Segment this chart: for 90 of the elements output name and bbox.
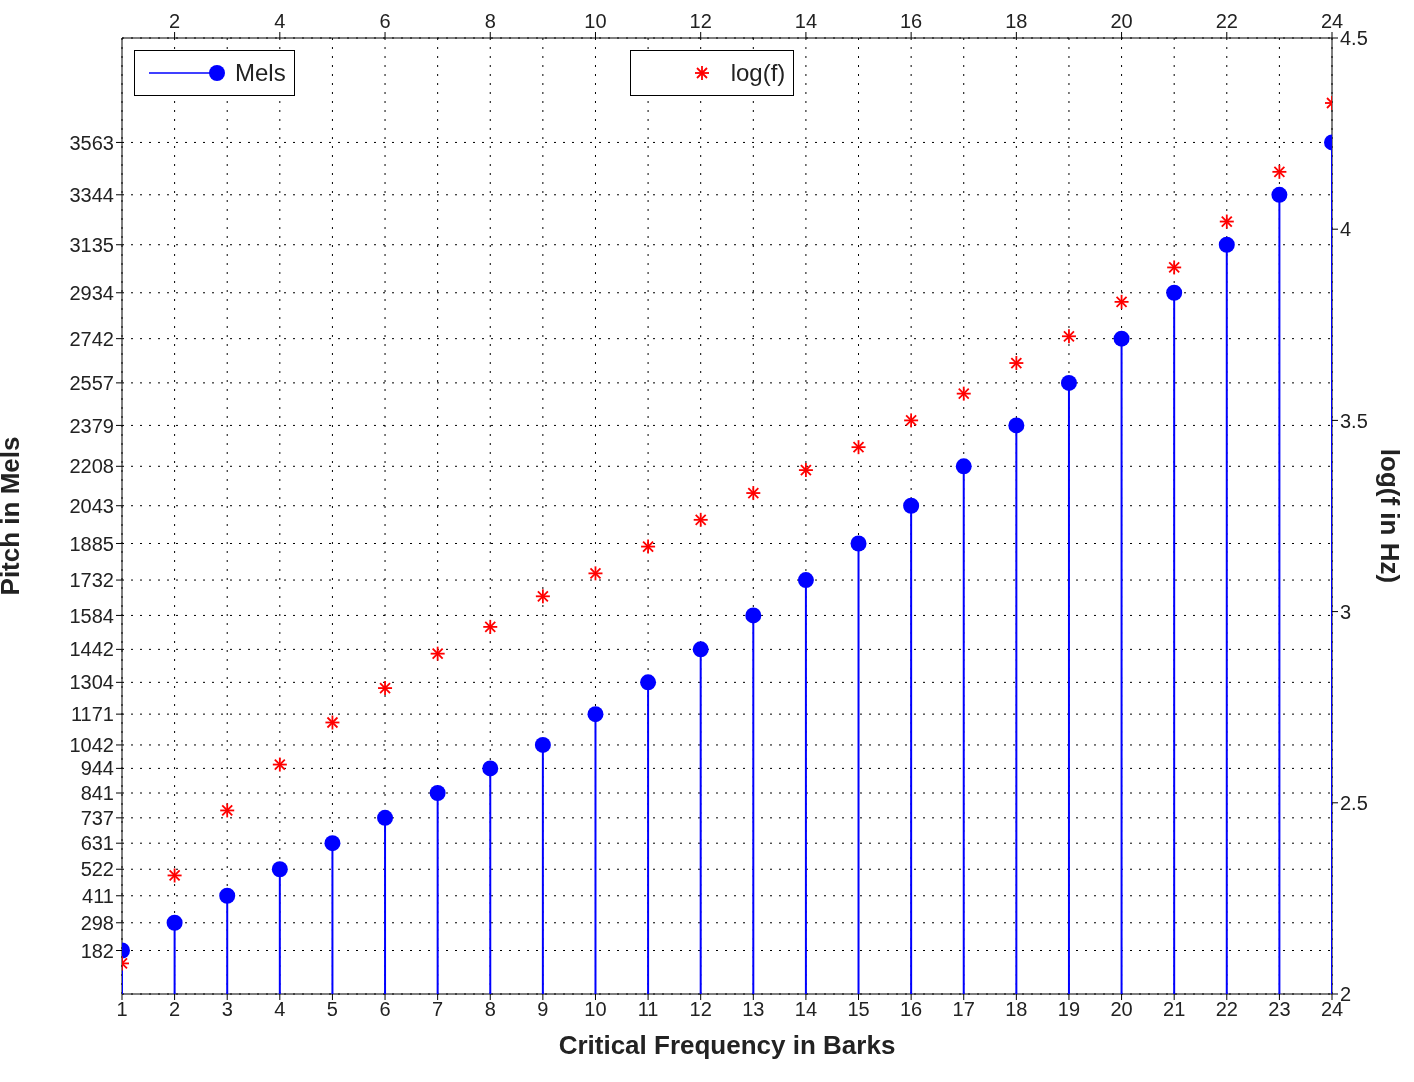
legend-label: Mels	[235, 59, 286, 87]
x2-tick-label: 16	[900, 10, 923, 32]
x-tick-label: 10	[584, 998, 607, 1021]
y-tick-label: 1885	[69, 532, 114, 555]
x-tick-label: 6	[379, 998, 391, 1021]
point	[429, 785, 446, 801]
x-tick-label: 2	[169, 998, 181, 1021]
x-tick-label: 18	[1005, 998, 1028, 1021]
x2-tick-label: 22	[1215, 10, 1238, 32]
point	[1166, 284, 1183, 301]
point	[903, 497, 920, 514]
legend-label: log(f)	[730, 59, 786, 87]
x-tick-label: 14	[794, 998, 818, 1021]
x2-tick-label: 12	[689, 10, 712, 32]
point	[955, 458, 972, 475]
y-tick-label: 1042	[69, 734, 114, 757]
y2-tick-label: 2.5	[1340, 791, 1368, 814]
y-tick-label: 2379	[69, 414, 114, 437]
y-tick-label: 1584	[69, 604, 114, 627]
point	[640, 674, 657, 691]
x-tick-label: 13	[742, 998, 765, 1021]
y-tick-label: 182	[80, 939, 114, 962]
x-tick-label: 21	[1163, 998, 1186, 1021]
point	[534, 736, 551, 753]
point	[745, 607, 762, 624]
x2-tick-label: 4	[274, 10, 286, 32]
point	[850, 535, 867, 552]
y-tick-label: 2208	[69, 455, 114, 478]
x-tick-label: 1	[116, 998, 128, 1021]
point	[271, 861, 288, 878]
x-tick-label: 16	[900, 998, 923, 1021]
y-tick-label: 2742	[69, 327, 114, 350]
x-tick-label: 3	[221, 998, 233, 1021]
y-tick-label: 2557	[69, 371, 114, 394]
point	[797, 572, 814, 589]
x-tick-label: 4	[274, 998, 286, 1021]
x-tick-label: 5	[326, 998, 338, 1021]
y-tick-label: 1442	[69, 638, 114, 661]
point	[482, 760, 499, 777]
x-tick-label: 23	[1268, 998, 1291, 1021]
x2-tick-label: 2	[169, 10, 181, 32]
y-tick-label: 1304	[69, 671, 114, 694]
y-tick-label: 2934	[69, 281, 114, 304]
point	[1271, 186, 1288, 203]
point	[692, 641, 709, 658]
x-tick-label: 20	[1110, 998, 1133, 1021]
x-tick-label: 11	[637, 998, 659, 1021]
point	[1218, 236, 1235, 253]
x-tick-label: 15	[847, 998, 870, 1021]
x2-tick-label: 10	[584, 10, 607, 32]
point	[587, 706, 604, 723]
y-tick-label: 631	[80, 832, 114, 855]
y-tick-label: 411	[82, 884, 114, 907]
point	[324, 835, 341, 852]
x-tick-label: 19	[1057, 998, 1081, 1021]
point	[1008, 417, 1025, 434]
y-tick-label: 2043	[69, 494, 114, 517]
y2-tick-label: 3	[1340, 600, 1352, 623]
y-axis-title: Pitch in Mels	[0, 436, 26, 596]
x2-tick-label: 14	[794, 10, 818, 32]
point	[1113, 330, 1130, 347]
point	[1060, 374, 1077, 391]
x2-tick-label: 6	[379, 10, 391, 32]
x-tick-label: 9	[537, 998, 549, 1021]
x2-tick-label: 18	[1005, 10, 1028, 32]
y-tick-label: 944	[80, 757, 114, 780]
y2-axis-title: log(f in Hz)	[1374, 448, 1405, 584]
point	[377, 809, 394, 826]
y-tick-label: 3344	[69, 183, 114, 206]
y-tick-label: 1732	[69, 569, 114, 592]
y-tick-label: 3563	[69, 131, 114, 154]
y-tick-label: 737	[80, 806, 114, 829]
y-tick-label: 1171	[70, 703, 114, 726]
x-tick-label: 17	[952, 998, 975, 1021]
x-tick-label: 12	[689, 998, 712, 1021]
y2-tick-label: 3.5	[1340, 409, 1368, 432]
point	[219, 887, 236, 904]
x-axis-title: Critical Frequency in Barks	[558, 1030, 896, 1060]
y2-tick-label: 4	[1340, 218, 1352, 241]
x2-tick-label: 8	[484, 10, 496, 32]
y-tick-label: 841	[80, 782, 114, 805]
x-tick-label: 7	[432, 998, 444, 1021]
point	[166, 914, 183, 931]
x2-tick-label: 20	[1110, 10, 1133, 32]
y-tick-label: 3135	[69, 233, 114, 256]
x-tick-label: 8	[484, 998, 496, 1021]
y-tick-label: 522	[80, 858, 114, 881]
x-tick-label: 22	[1215, 998, 1238, 1021]
y-tick-label: 298	[80, 911, 114, 934]
y2-tick-label: 2	[1340, 983, 1352, 1006]
